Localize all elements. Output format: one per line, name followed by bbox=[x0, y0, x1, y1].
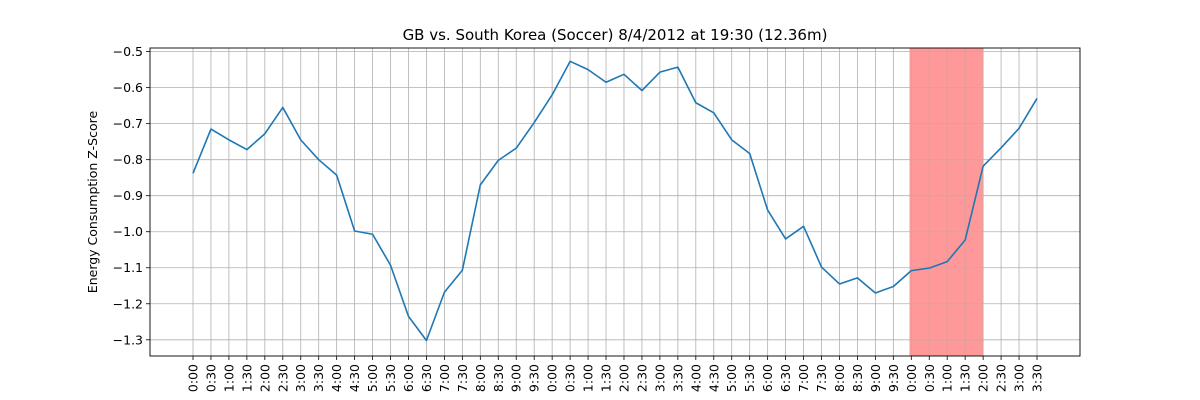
y-tick-label: −1.1 bbox=[113, 260, 143, 275]
x-tick-label: 6:30 bbox=[419, 364, 434, 392]
x-tick-label: 0:00 bbox=[545, 364, 560, 392]
x-tick-label: 2:30 bbox=[634, 364, 649, 392]
x-tick-label: 9:00 bbox=[509, 364, 524, 392]
x-tick-label: 5:30 bbox=[742, 364, 757, 392]
x-tick-label: 0:30 bbox=[563, 364, 578, 392]
x-tick-label: 6:00 bbox=[401, 364, 416, 392]
x-tick-label: 6:00 bbox=[760, 364, 775, 392]
x-tick-label: 3:00 bbox=[1012, 364, 1027, 392]
y-tick-label: −0.5 bbox=[113, 44, 143, 59]
x-tick-label: 0:30 bbox=[922, 364, 937, 392]
axes-frame bbox=[149, 47, 1081, 357]
y-axis-label: Energy Consumption Z-Score bbox=[85, 111, 100, 294]
x-tick-label: 8:30 bbox=[850, 364, 865, 392]
x-tick-label: 4:30 bbox=[706, 364, 721, 392]
series-line bbox=[192, 60, 1038, 342]
y-tick-label: −1.3 bbox=[113, 332, 143, 347]
x-tick-label: 8:00 bbox=[473, 364, 488, 392]
x-tick-label: 1:00 bbox=[221, 364, 236, 392]
x-tick-label: 2:00 bbox=[616, 364, 631, 392]
x-tick-label: 3:00 bbox=[652, 364, 667, 392]
x-tick-label: 5:00 bbox=[365, 364, 380, 392]
x-tick-label: 9:30 bbox=[527, 364, 542, 392]
x-tick-label: 6:30 bbox=[778, 364, 793, 392]
x-tick-label: 1:30 bbox=[599, 364, 614, 392]
x-tick-label: 3:30 bbox=[1030, 364, 1045, 392]
highlight-span bbox=[909, 48, 984, 356]
x-tick-label: 1:00 bbox=[581, 364, 596, 392]
x-tick-label: 2:00 bbox=[257, 364, 272, 392]
x-tick-label: 5:30 bbox=[383, 364, 398, 392]
x-tick-label: 0:30 bbox=[203, 364, 218, 392]
x-tick-label: 9:00 bbox=[868, 364, 883, 392]
y-tick-label: −0.9 bbox=[113, 188, 143, 203]
x-tick-label: 8:00 bbox=[832, 364, 847, 392]
x-tick-label: 3:30 bbox=[670, 364, 685, 392]
x-tick-label: 7:00 bbox=[437, 364, 452, 392]
x-tick-label: 0:00 bbox=[186, 364, 201, 392]
x-tick-label: 8:30 bbox=[491, 364, 506, 392]
x-tick-label: 7:30 bbox=[814, 364, 829, 392]
x-tick-label: 3:30 bbox=[311, 364, 326, 392]
x-tick-label: 4:00 bbox=[688, 364, 703, 392]
y-tick-label: −1.0 bbox=[113, 224, 143, 239]
y-tick-label: −0.7 bbox=[113, 116, 143, 131]
x-tick-label: 4:30 bbox=[347, 364, 362, 392]
x-tick-label: 1:30 bbox=[958, 364, 973, 392]
y-tick-label: −0.8 bbox=[113, 152, 143, 167]
x-tick-label: 0:00 bbox=[904, 364, 919, 392]
y-tick-label: −1.2 bbox=[113, 296, 143, 311]
x-tick-label: 7:30 bbox=[455, 364, 470, 392]
x-tick-label: 4:00 bbox=[329, 364, 344, 392]
x-tick-label: 3:00 bbox=[293, 364, 308, 392]
x-tick-label: 1:00 bbox=[940, 364, 955, 392]
chart-title: GB vs. South Korea (Soccer) 8/4/2012 at … bbox=[403, 26, 828, 44]
y-tick-label: −0.6 bbox=[113, 80, 143, 95]
x-tick-label: 2:00 bbox=[976, 364, 991, 392]
x-tick-label: 7:00 bbox=[796, 364, 811, 392]
x-tick-label: 1:30 bbox=[239, 364, 254, 392]
x-tick-label: 5:00 bbox=[724, 364, 739, 392]
x-tick-label: 9:30 bbox=[886, 364, 901, 392]
x-tick-label: 2:30 bbox=[994, 364, 1009, 392]
x-tick-label: 2:30 bbox=[275, 364, 290, 392]
